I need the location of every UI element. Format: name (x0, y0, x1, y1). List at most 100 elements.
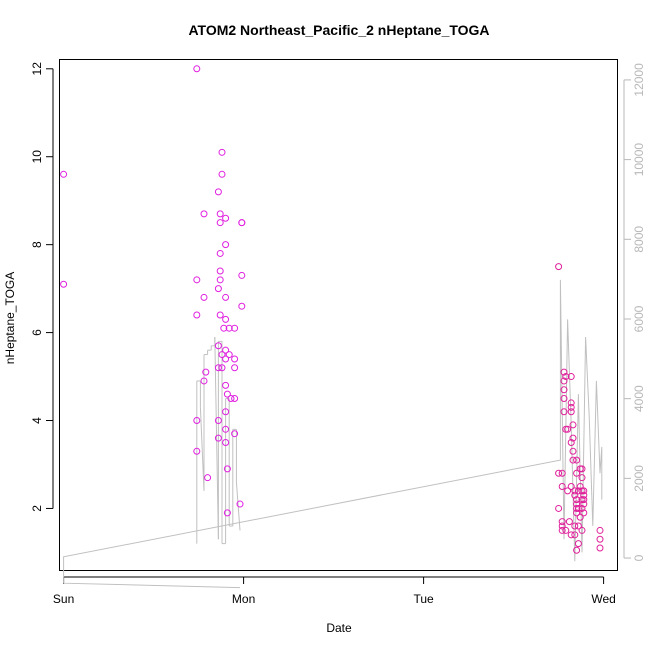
y-tick-label: 6 (30, 329, 44, 336)
data-point (562, 526, 570, 534)
data-point (573, 469, 581, 477)
data-point (231, 395, 239, 403)
y2-tick-label: 2000 (632, 465, 646, 492)
data-point (222, 315, 230, 323)
y-tick-label: 10 (30, 150, 44, 164)
y2-tick-label: 12000 (632, 63, 646, 97)
data-point (569, 447, 577, 455)
data-point (562, 373, 570, 381)
data-point (216, 311, 224, 319)
data-point (574, 504, 582, 512)
data-point (231, 364, 239, 372)
data-point (580, 500, 588, 508)
data-point (214, 434, 222, 442)
data-point (200, 210, 208, 218)
data-point (574, 540, 582, 548)
data-point (222, 355, 230, 363)
data-point (238, 219, 246, 227)
data-point (565, 518, 573, 526)
data-point (222, 408, 230, 416)
data-point (560, 368, 568, 376)
data-point (218, 170, 226, 178)
data-point (573, 500, 581, 508)
data-point (202, 368, 210, 376)
data-point (569, 456, 577, 464)
x-tick-label: Mon (232, 592, 255, 606)
data-point (596, 526, 604, 534)
plot-frame (59, 59, 618, 571)
data-point (200, 377, 208, 385)
data-point (564, 425, 572, 433)
data-point (560, 377, 568, 385)
data-point (218, 364, 226, 372)
data-point (571, 531, 579, 539)
x-tick-label: Tue (413, 592, 434, 606)
series-points-group (60, 65, 604, 554)
data-point (567, 531, 575, 539)
data-point (200, 293, 208, 301)
data-point (555, 504, 563, 512)
data-point (576, 513, 584, 521)
data-point (571, 487, 579, 495)
data-point (558, 518, 566, 526)
data-point (231, 430, 239, 438)
series-line-segment (199, 407, 205, 491)
data-point (573, 509, 581, 517)
data-point (218, 148, 226, 156)
data-point (564, 487, 572, 495)
x-tick-label: Sun (53, 592, 74, 606)
data-point (574, 487, 582, 495)
data-point (560, 408, 568, 416)
data-point (236, 500, 244, 508)
x-tick-label: Wed (591, 592, 615, 606)
data-point (223, 465, 231, 473)
data-point (222, 346, 230, 354)
y2-tick-label: 6000 (632, 305, 646, 332)
series-line-group (63, 279, 603, 589)
data-point (578, 526, 586, 534)
data-point (596, 544, 604, 552)
data-point (193, 311, 201, 319)
series-line-segment (214, 336, 219, 540)
data-point (231, 324, 239, 332)
data-point (216, 219, 224, 227)
y-axis: 2 4 6 8 10 12 (30, 62, 54, 512)
data-point (580, 496, 588, 504)
data-point (218, 351, 226, 359)
data-point (555, 469, 563, 477)
data-point (571, 491, 579, 499)
data-point (567, 399, 575, 407)
data-point (238, 271, 246, 279)
data-point (580, 509, 588, 517)
data-point (560, 395, 568, 403)
data-point (214, 342, 222, 350)
data-point (573, 496, 581, 504)
data-point (576, 482, 584, 490)
data-point (204, 474, 212, 482)
data-point (222, 439, 230, 446)
y2-tick-label: 4000 (632, 385, 646, 412)
data-point (214, 364, 222, 372)
y2-tick-label: 0 (632, 554, 646, 561)
data-point (216, 276, 224, 284)
data-point (573, 546, 581, 554)
y-tick-label: 4 (30, 417, 44, 424)
data-point (569, 421, 577, 429)
data-point (60, 170, 68, 178)
data-point (574, 522, 582, 530)
y-tick-label: 12 (30, 62, 44, 76)
data-point (193, 417, 201, 425)
data-point (222, 214, 230, 222)
data-point (225, 351, 233, 359)
data-point (222, 241, 230, 249)
data-point (193, 276, 201, 284)
data-point (193, 447, 201, 455)
y2-tick-label: 10000 (632, 143, 646, 177)
data-point (227, 395, 235, 403)
data-point (569, 434, 577, 442)
data-point (580, 487, 588, 495)
data-point (214, 188, 222, 196)
data-point (558, 469, 566, 477)
data-point (580, 491, 588, 499)
data-point (220, 324, 228, 332)
